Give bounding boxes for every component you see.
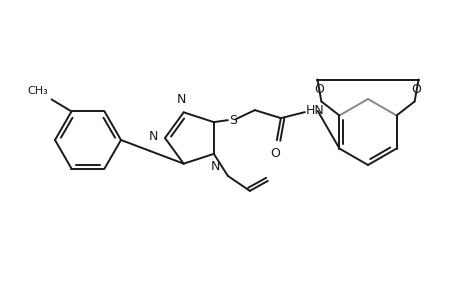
Text: S: S [228, 114, 236, 127]
Text: O: O [269, 147, 279, 160]
Text: N: N [177, 93, 186, 106]
Text: O: O [411, 82, 420, 95]
Text: N: N [211, 160, 220, 173]
Text: O: O [314, 82, 324, 95]
Text: HN: HN [305, 103, 324, 117]
Text: N: N [148, 130, 157, 142]
Text: CH₃: CH₃ [28, 86, 48, 96]
